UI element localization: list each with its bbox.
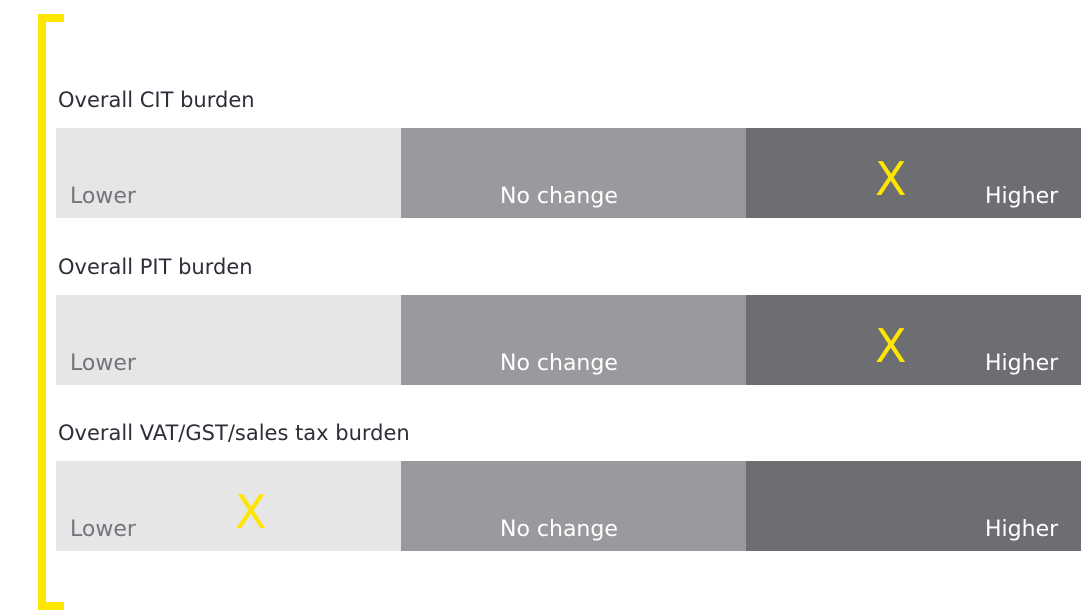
scale-segment: No change bbox=[401, 128, 746, 218]
segment-label: Higher bbox=[985, 351, 1059, 376]
row-title: Overall PIT burden bbox=[58, 255, 253, 279]
segment-label: No change bbox=[500, 351, 618, 376]
row-title: Overall CIT burden bbox=[58, 88, 255, 112]
bracket-bottom bbox=[38, 602, 64, 610]
scale-segment: No change bbox=[401, 295, 746, 385]
scale-segment: No change bbox=[401, 461, 746, 551]
selection-mark: X bbox=[875, 152, 907, 206]
scale-segment: Higher X bbox=[746, 295, 1081, 385]
segment-label: Higher bbox=[985, 517, 1059, 542]
selection-mark: X bbox=[875, 319, 907, 373]
scale-segment: Higher bbox=[746, 461, 1081, 551]
scale-segment: Higher X bbox=[746, 128, 1081, 218]
scale-segment: Lower bbox=[56, 128, 401, 218]
segment-label: Higher bbox=[985, 184, 1059, 209]
bracket-top bbox=[38, 14, 64, 22]
scale-segment: Lower bbox=[56, 295, 401, 385]
segment-label: No change bbox=[500, 517, 618, 542]
scale-segment: Lower X bbox=[56, 461, 401, 551]
segment-label: No change bbox=[500, 184, 618, 209]
row-title: Overall VAT/GST/sales tax burden bbox=[58, 421, 410, 445]
selection-mark: X bbox=[235, 485, 267, 539]
segment-label: Lower bbox=[70, 184, 136, 209]
segment-label: Lower bbox=[70, 351, 136, 376]
bracket bbox=[38, 14, 46, 610]
segment-label: Lower bbox=[70, 517, 136, 542]
